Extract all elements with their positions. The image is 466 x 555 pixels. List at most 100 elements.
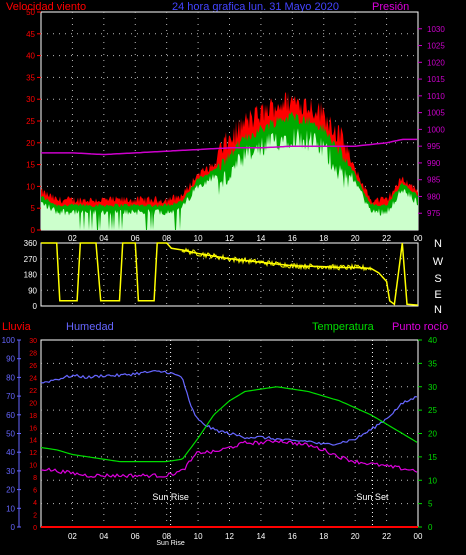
bottom-x-tick-label: 08 <box>162 532 171 541</box>
sunset-label: Sun Set <box>356 492 389 502</box>
humidity-tick-label: 70 <box>6 392 15 401</box>
dir-tick-label: 0 <box>33 302 38 311</box>
compass-label: S <box>434 273 441 285</box>
dir-tick-label: 270 <box>24 255 38 264</box>
wind-tick-label: 20 <box>26 139 35 148</box>
rain-tick-label: 14 <box>29 438 37 445</box>
compass-label: E <box>434 289 441 301</box>
wind-tick-label: 15 <box>26 161 35 170</box>
rain-tick-label: 30 <box>29 338 37 345</box>
wind-min-area <box>41 128 418 230</box>
rain-tick-label: 4 <box>33 500 37 507</box>
wind-tick-label: 40 <box>26 52 35 61</box>
pressure-tick-label: 980 <box>427 192 441 201</box>
rain-tick-label: 26 <box>29 363 37 370</box>
pressure-tick-label: 975 <box>427 209 441 218</box>
temperature-label: Temperatura <box>312 321 375 333</box>
wind-tick-label: 0 <box>31 226 36 235</box>
humidity-tick-label: 10 <box>6 504 15 513</box>
humidity-tick-label: 50 <box>6 430 15 439</box>
pressure-tick-label: 985 <box>427 176 441 185</box>
series-temperatura-line <box>40 386 418 463</box>
bottom-x-tick-label: 06 <box>131 532 140 541</box>
pressure-tick-label: 990 <box>427 159 441 168</box>
x-tick-label: 20 <box>351 234 360 243</box>
x-tick-label: 22 <box>382 234 391 243</box>
wind-tick-label: 5 <box>31 204 36 213</box>
bottom-x-tick-label: 22 <box>382 532 391 541</box>
bottom-x-tick-label: 14 <box>256 532 265 541</box>
sunrise-label: Sun Rise <box>152 492 189 502</box>
bottom-x-tick-label: 04 <box>99 532 108 541</box>
bottom-x-tick-label: 18 <box>319 532 328 541</box>
rain-tick-label: 0 <box>33 525 37 532</box>
temp-tick-label: 30 <box>428 383 437 392</box>
x-tick-label: 04 <box>99 234 108 243</box>
compass-label: W <box>433 256 444 268</box>
pressure-tick-label: 1010 <box>427 92 445 101</box>
rain-tick-label: 24 <box>29 375 37 382</box>
x-tick-label: 12 <box>225 234 234 243</box>
rain-tick-label: 22 <box>29 388 37 395</box>
x-tick-label: 00 <box>414 234 423 243</box>
wind-tick-label: 45 <box>26 30 35 39</box>
compass-label: N <box>434 238 442 250</box>
pressure-tick-label: 1030 <box>427 25 445 34</box>
rain-tick-label: 6 <box>33 488 37 495</box>
pressure-title: Presión <box>372 1 409 13</box>
temp-humidity-panel: 0102030405060708090100024681012141618202… <box>2 336 438 547</box>
humidity-tick-label: 0 <box>11 523 16 532</box>
x-tick-label: 10 <box>194 234 203 243</box>
rain-tick-label: 12 <box>29 450 37 457</box>
x-tick-label: 16 <box>288 234 297 243</box>
humidity-tick-label: 90 <box>6 355 15 364</box>
direction-line <box>41 242 419 306</box>
humidity-label: Humedad <box>66 321 114 333</box>
rain-tick-label: 2 <box>33 513 37 520</box>
direction-jitter <box>181 247 372 272</box>
x-tick-label: 02 <box>68 234 77 243</box>
bottom-x-tick-label: 12 <box>225 532 234 541</box>
pressure-tick-label: 1025 <box>427 42 445 51</box>
humidity-tick-label: 80 <box>6 373 15 382</box>
pressure-tick-label: 1020 <box>427 58 445 67</box>
humidity-tick-label: 30 <box>6 467 15 476</box>
rain-tick-label: 16 <box>29 425 37 432</box>
sunrise-below-label: Sun Rise <box>156 540 185 547</box>
wind-tick-label: 35 <box>26 73 35 82</box>
humidity-tick-label: 40 <box>6 448 15 457</box>
bottom-x-tick-label: 20 <box>351 532 360 541</box>
series-humedad-line <box>40 369 418 446</box>
x-tick-label: 08 <box>162 234 171 243</box>
humidity-tick-label: 100 <box>2 336 16 345</box>
pressure-tick-label: 995 <box>427 142 441 151</box>
x-tick-label: 06 <box>131 234 140 243</box>
wind-tick-label: 30 <box>26 95 35 104</box>
rain-label: Lluvia <box>2 321 32 333</box>
bottom-x-tick-label: 16 <box>288 532 297 541</box>
bottom-x-tick-label: 10 <box>194 532 203 541</box>
x-tick-label: 14 <box>256 234 265 243</box>
compass-label: N <box>434 304 442 316</box>
humidity-tick-label: 20 <box>6 486 15 495</box>
temp-tick-label: 40 <box>428 336 437 345</box>
bottom-x-tick-label: 00 <box>414 532 423 541</box>
bottom-x-tick-label: 02 <box>68 532 77 541</box>
pressure-tick-label: 1015 <box>427 75 445 84</box>
temp-tick-label: 25 <box>428 406 437 415</box>
wind-speed-title: Velocidad viento <box>6 1 86 13</box>
rain-tick-label: 10 <box>29 463 37 470</box>
temp-tick-label: 0 <box>428 523 433 532</box>
humidity-tick-label: 60 <box>6 411 15 420</box>
dir-tick-label: 360 <box>24 239 38 248</box>
dir-tick-label: 180 <box>24 271 38 280</box>
wind-tick-label: 50 <box>26 8 35 17</box>
series-punto-rocío-line <box>40 439 418 479</box>
rain-tick-label: 18 <box>29 413 37 420</box>
temp-tick-label: 35 <box>428 359 437 368</box>
pressure-tick-label: 1005 <box>427 109 445 118</box>
wind-tick-label: 10 <box>26 182 35 191</box>
